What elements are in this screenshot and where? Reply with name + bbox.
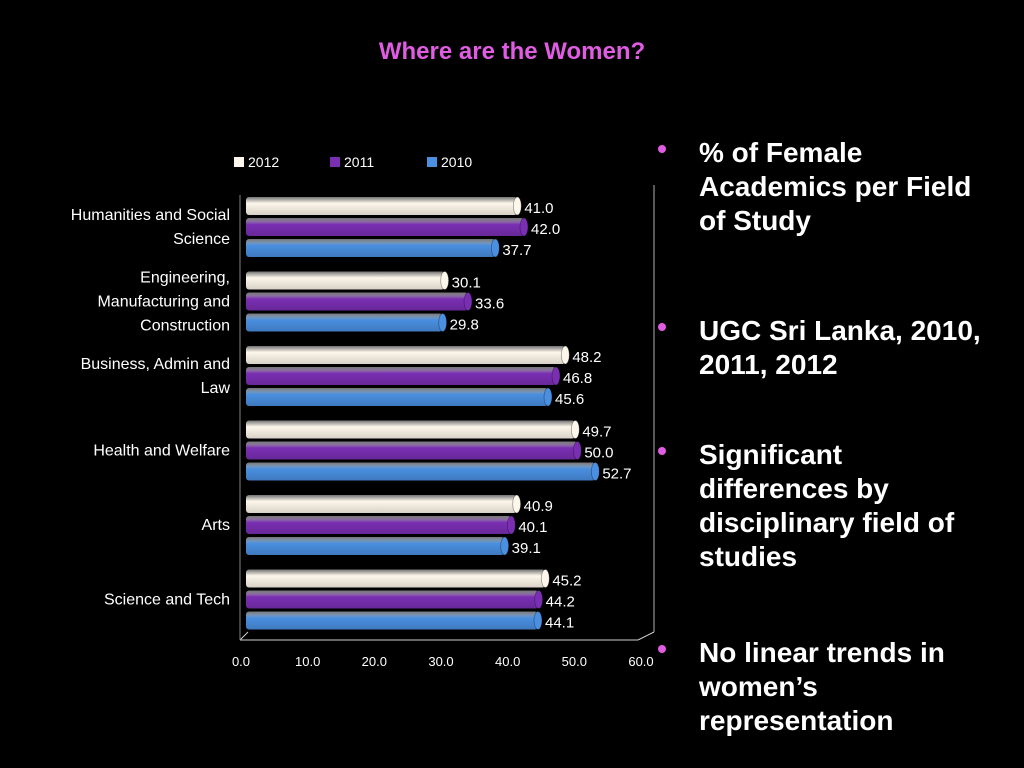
category-label: Health and Welfare — [93, 443, 230, 460]
bar — [246, 292, 468, 311]
data-label: 45.2 — [552, 573, 581, 590]
category-label: Humanities and Social Science — [71, 207, 230, 248]
bar-cap — [560, 345, 570, 365]
bar — [246, 590, 539, 609]
legend-label: 2012 — [248, 154, 279, 170]
data-label: 49.7 — [582, 424, 611, 441]
data-label: 33.6 — [475, 296, 504, 313]
bar — [246, 537, 505, 555]
chart-labels: Humanities and Social Science Engineering,… — [71, 200, 632, 632]
x-tick-label: 20.0 — [362, 654, 387, 669]
legend-label: 2010 — [441, 154, 472, 170]
data-label: 29.8 — [450, 317, 479, 334]
x-tick-label: 10.0 — [295, 654, 320, 669]
bar-cap — [551, 366, 561, 386]
bar-cap — [440, 271, 450, 290]
bar — [246, 611, 538, 630]
category-label: Engineering, Manufacturing and Constructio… — [97, 270, 230, 335]
bar — [246, 239, 496, 257]
data-label: 46.8 — [563, 370, 592, 387]
x-tick-label: 0.0 — [232, 654, 250, 669]
bar-cap — [506, 515, 516, 535]
bar — [246, 313, 443, 332]
data-label: 48.2 — [572, 349, 601, 366]
bar-cap — [570, 420, 580, 439]
data-label: 39.1 — [512, 540, 541, 557]
bar-cap — [590, 462, 600, 481]
bar — [246, 367, 556, 385]
bullet-dot-icon — [658, 145, 666, 153]
data-label: 44.2 — [546, 594, 575, 611]
bar-chart: 2012 2011 2010 0.0 10.0 20.0 30.0 40.0 50.0 60.0… — [71, 154, 655, 669]
bar — [246, 218, 524, 236]
bar-cap — [490, 238, 500, 258]
bullet-dot-icon — [658, 645, 666, 653]
bullet-text: Significant differences by disciplinary … — [699, 439, 955, 572]
bar — [246, 346, 566, 364]
legend-label: 2011 — [344, 154, 374, 170]
bullet-dot-icon — [658, 447, 666, 455]
bar-cap — [540, 569, 550, 588]
x-tick-label: 40.0 — [495, 654, 520, 669]
bar — [246, 420, 576, 439]
x-tick-label: 50.0 — [562, 654, 587, 669]
x-tick-label: 30.0 — [428, 654, 453, 669]
data-label: 52.7 — [602, 466, 631, 483]
bar-cap — [500, 536, 510, 556]
bar — [246, 516, 512, 534]
data-label: 50.0 — [584, 445, 613, 462]
bar — [246, 271, 445, 290]
bullet-text: UGC Sri Lanka, 2010, 2011, 2012 — [699, 315, 981, 380]
data-label: 40.9 — [524, 498, 553, 515]
data-label: 44.1 — [545, 615, 574, 632]
data-label: 40.1 — [518, 519, 547, 536]
x-tick-label: 60.0 — [628, 654, 653, 669]
data-label: 30.1 — [452, 275, 481, 292]
bar-cap — [534, 590, 544, 609]
chart-legend: 2012 2011 2010 — [234, 154, 472, 170]
bar-cap — [519, 217, 529, 237]
bar — [246, 569, 546, 588]
legend-swatch — [330, 157, 340, 167]
bullet-text: % of Female Academics per Field of Study — [699, 137, 972, 236]
bar — [246, 441, 578, 460]
data-label: 42.0 — [531, 221, 560, 238]
data-label: 41.0 — [524, 200, 553, 217]
bar-cap — [543, 387, 553, 407]
data-label: 37.7 — [502, 242, 531, 259]
bullet-dot-icon — [658, 323, 666, 331]
bar — [246, 495, 517, 513]
bar — [246, 388, 548, 406]
bar-cap — [463, 292, 473, 311]
bar-cap — [512, 494, 522, 514]
category-label: Business, Admin and Law — [81, 356, 231, 397]
bar — [246, 462, 596, 481]
bullet-text: No linear trends in women’s representati… — [699, 637, 945, 736]
bar-cap — [512, 196, 522, 216]
bar-cap — [438, 313, 448, 332]
legend-swatch — [234, 157, 244, 167]
slide-title: Where are the Women? — [378, 38, 646, 65]
category-label: Science and Tech — [104, 592, 230, 609]
bar-cap — [572, 441, 582, 460]
legend-swatch — [427, 157, 437, 167]
category-label: Arts — [202, 517, 230, 534]
bar — [246, 197, 518, 215]
bar-cap — [533, 611, 543, 630]
data-label: 45.6 — [555, 391, 584, 408]
chart-axes: 0.0 10.0 20.0 30.0 40.0 50.0 60.0 — [232, 185, 655, 669]
chart-bars — [246, 196, 600, 630]
